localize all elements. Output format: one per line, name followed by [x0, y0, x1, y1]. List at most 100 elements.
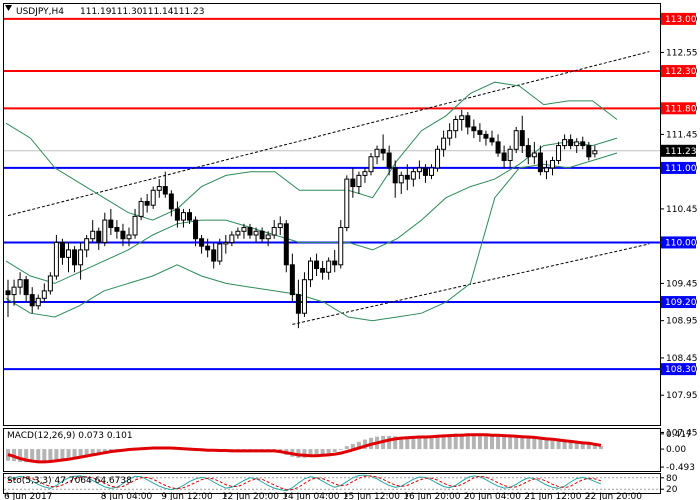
- price-tick-label: 108.95: [666, 317, 698, 327]
- macd-histogram-bar: [514, 437, 519, 450]
- time-tick-label: 14 Jun 04:00: [282, 492, 339, 500]
- candle-body-bear: [247, 227, 253, 236]
- bollinger-middle: [5, 137, 618, 284]
- macd-histogram-bar: [520, 437, 525, 450]
- macd-histogram-bar: [435, 434, 440, 450]
- candle-body-bull: [556, 145, 562, 161]
- candle-body-bull: [102, 219, 108, 243]
- candle-body-bull: [301, 279, 307, 314]
- macd-histogram-bar: [78, 449, 83, 457]
- candle-body-bear: [568, 139, 574, 147]
- candle-body-bear: [392, 167, 398, 184]
- macd-histogram-bar: [96, 449, 101, 454]
- macd-histogram-bar: [399, 436, 404, 450]
- macd-histogram-bar: [48, 449, 53, 461]
- level-label-4: 110.00: [665, 238, 697, 248]
- candle-body-bear: [404, 174, 410, 180]
- candle-body-bear: [525, 145, 531, 158]
- time-tick-label: 8 Jun 04:00: [101, 492, 153, 500]
- level-label-box: [661, 363, 696, 376]
- candle-body-bull: [84, 238, 90, 251]
- macd-histogram-bar: [544, 439, 549, 450]
- candle-body-bear: [314, 260, 320, 270]
- macd-histogram-bar: [417, 436, 422, 450]
- candle-body-bull: [459, 115, 465, 120]
- trend-channel: [7, 51, 650, 325]
- macd-histogram-bar: [66, 449, 71, 458]
- macd-histogram-bar: [538, 439, 543, 450]
- candle-body-bull: [362, 171, 368, 176]
- bollinger-upper: [5, 81, 618, 221]
- macd-histogram-bar: [568, 442, 573, 450]
- candle-body-bull: [78, 249, 84, 266]
- candle-body-bear: [422, 167, 428, 176]
- price-tick-label: 112.55: [666, 48, 698, 58]
- current-price-label: 111.23: [665, 147, 697, 157]
- candle-body-bear: [580, 141, 586, 147]
- candle-body-bull: [11, 286, 17, 296]
- price-tick-label: 109.45: [666, 279, 698, 289]
- macd-histogram-bar: [580, 443, 585, 450]
- candle-body-bull: [265, 234, 271, 240]
- candle-body-bull: [416, 167, 422, 173]
- macd-histogram-bar: [592, 445, 597, 450]
- candle-body-bull: [507, 148, 513, 161]
- candle-body-bull: [574, 141, 580, 147]
- symbol-label: USDJPY,H4: [16, 7, 64, 17]
- candle-body-bear: [259, 230, 265, 240]
- sto-axis-label: 20: [666, 485, 678, 495]
- candle-body-bear: [489, 137, 495, 143]
- macd-histogram-bar: [502, 435, 507, 450]
- candle-body-bull: [229, 234, 235, 243]
- candle-body-bear: [29, 294, 35, 307]
- candle-body-bear: [295, 294, 301, 314]
- stochastic-label: Sto(5,3,3) 47.7064 64.6738: [7, 476, 132, 486]
- time-tick-label: 16 Jun 20:00: [403, 492, 460, 500]
- level-lines: [4, 17, 660, 371]
- macd-histogram-bar: [332, 449, 337, 453]
- price-tick-label: 108.45: [666, 354, 698, 364]
- macd-histogram-bar: [447, 434, 452, 450]
- current-price-box: [661, 144, 696, 157]
- macd-signal-line: [7, 433, 602, 464]
- ohlc-high: 111.30: [111, 7, 143, 17]
- candle-body-bull: [543, 167, 549, 173]
- macd-histogram-bar: [586, 444, 591, 450]
- candle-body-bull: [447, 130, 453, 139]
- time-tick-label: 15 Jun 12:00: [343, 492, 400, 500]
- macd-indicator: 0.417 0.00 -0.493: [6, 430, 695, 473]
- price-tick-label: 110.45: [666, 205, 698, 215]
- macd-histogram-bar: [562, 441, 567, 450]
- candle-body-bull: [441, 137, 447, 150]
- time-tick-label: 20 Jun 04:00: [464, 492, 521, 500]
- macd-histogram-bar: [90, 449, 95, 455]
- ohlc-close: 111.23: [173, 7, 205, 17]
- candle-body-bull: [531, 152, 537, 158]
- candle-body-bear: [380, 148, 386, 154]
- candle-body-bear: [320, 268, 326, 273]
- candle-body-bull: [435, 148, 441, 169]
- macd-histogram-bar: [18, 449, 23, 462]
- macd-histogram-bar: [356, 441, 361, 450]
- time-tick-label: 6 Jun 2017: [4, 492, 52, 500]
- candle-body-bear: [23, 279, 29, 296]
- symbol-dropdown-icon[interactable]: [5, 5, 12, 11]
- candle-body-bear: [465, 115, 471, 128]
- macd-histogram-bar: [24, 449, 29, 463]
- time-tick-label: 9 Jun 12:00: [161, 492, 213, 500]
- candle-body-bear: [199, 238, 205, 247]
- macd-histogram-bar: [465, 433, 470, 450]
- candle-body-bull: [47, 275, 53, 292]
- macd-axis-label: 0.00: [666, 445, 686, 455]
- macd-histogram-bar: [308, 449, 313, 458]
- candle-body-bear: [289, 264, 295, 296]
- candle-body-bull: [132, 215, 138, 236]
- macd-histogram-bar: [350, 443, 355, 450]
- macd-histogram-bar: [314, 449, 319, 457]
- ohlc-open: 111.19: [80, 7, 112, 17]
- time-axis: 6 Jun 2017 8 Jun 04:00 9 Jun 12:00 12 Jun 2…: [4, 492, 642, 500]
- level-label-5: 109.20: [665, 298, 697, 308]
- candle-body-bear: [59, 241, 65, 258]
